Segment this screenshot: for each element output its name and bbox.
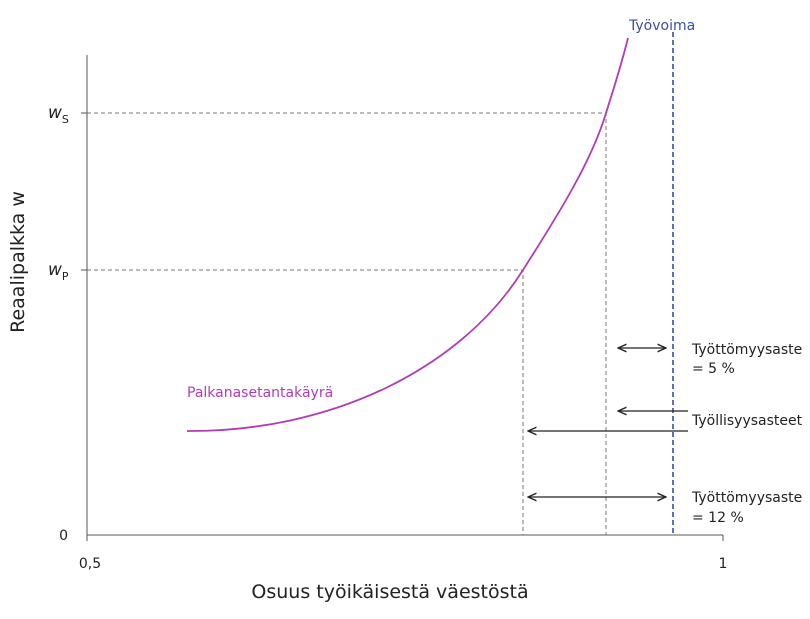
wage-level-label: wS (48, 103, 69, 126)
wp-guide (87, 269, 524, 535)
annotation: Työttömyysaste (691, 490, 802, 506)
x-axis-label: Osuus työikäisestä väestöstä (251, 581, 528, 603)
annotation: Työllisyysasteet (691, 413, 803, 429)
labor-force-label: Työvoima (628, 18, 695, 34)
x-tick-label: 0,5 (79, 556, 101, 572)
y-axis-label: Reaalipalkka w (7, 191, 29, 333)
annotation: = 5 % (692, 361, 735, 377)
wage-level-label: wP (48, 260, 69, 283)
wage-symbol: w (48, 103, 62, 123)
annotation: = 12 % (692, 510, 744, 526)
x-tick-label: 1 (719, 556, 728, 572)
annotation: Työttömyysaste (691, 342, 802, 358)
curve-label: Palkanasetantakäyrä (187, 385, 333, 401)
wage-subscript: P (62, 270, 69, 283)
ws-guide (87, 112, 607, 535)
y-tick-label: 0 (59, 528, 68, 544)
wage-subscript: S (62, 113, 69, 126)
wage-setting-curve (186, 37, 629, 432)
wage-symbol: w (48, 260, 62, 280)
